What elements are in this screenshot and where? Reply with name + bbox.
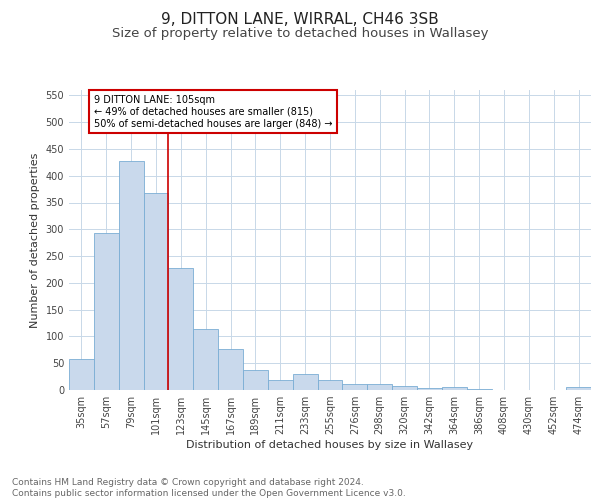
- Text: 9, DITTON LANE, WIRRAL, CH46 3SB: 9, DITTON LANE, WIRRAL, CH46 3SB: [161, 12, 439, 28]
- Bar: [69, 360, 94, 390]
- Bar: [467, 389, 491, 390]
- Bar: [392, 386, 417, 390]
- Text: Size of property relative to detached houses in Wallasey: Size of property relative to detached ho…: [112, 28, 488, 40]
- Bar: [343, 384, 367, 390]
- Bar: [367, 384, 392, 390]
- Bar: [243, 370, 268, 390]
- Y-axis label: Number of detached properties: Number of detached properties: [30, 152, 40, 328]
- Bar: [218, 350, 243, 390]
- Bar: [169, 268, 193, 390]
- Bar: [143, 194, 169, 390]
- Bar: [566, 388, 591, 390]
- Bar: [442, 388, 467, 390]
- Bar: [193, 330, 218, 390]
- Text: 9 DITTON LANE: 105sqm
← 49% of detached houses are smaller (815)
50% of semi-det: 9 DITTON LANE: 105sqm ← 49% of detached …: [94, 96, 332, 128]
- Bar: [94, 233, 119, 390]
- Bar: [417, 388, 442, 390]
- Bar: [119, 160, 143, 390]
- X-axis label: Distribution of detached houses by size in Wallasey: Distribution of detached houses by size …: [187, 440, 473, 450]
- Bar: [293, 374, 317, 390]
- Text: Contains HM Land Registry data © Crown copyright and database right 2024.
Contai: Contains HM Land Registry data © Crown c…: [12, 478, 406, 498]
- Bar: [317, 380, 343, 390]
- Bar: [268, 380, 293, 390]
